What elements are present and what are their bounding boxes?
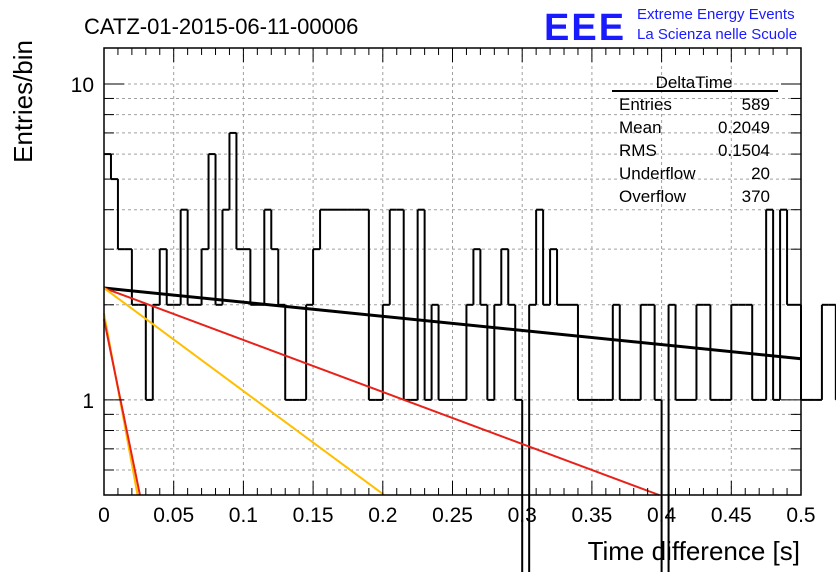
x-axis-label: Time difference [s]	[588, 536, 800, 566]
logo-line2: La Scienza nelle Scuole	[637, 26, 797, 43]
stats-row-label: Entries	[619, 95, 672, 114]
stats-row-value: 20	[751, 164, 770, 183]
fit-line	[103, 287, 660, 496]
stats-row-label: Mean	[619, 118, 662, 137]
stats-row-value: 0.1504	[718, 141, 770, 160]
x-tick-label: 0.3	[508, 504, 537, 527]
y-axis-label: Entries/bin	[8, 40, 38, 163]
stats-row-label: Underflow	[619, 164, 696, 183]
stats-title: DeltaTime	[656, 73, 733, 92]
x-tick-label: 0.5	[786, 504, 815, 527]
x-tick-labels: 0 0.05 0.1 0.15 0.2 0.25 0.3 0.35 0.4 0.45 0.5	[98, 504, 815, 527]
stats-row-value: 589	[742, 95, 770, 114]
stats-box: DeltaTime Entries 589 Mean 0.2049 RMS 0.1504 Un…	[612, 73, 778, 206]
logo-mark: EEE	[544, 7, 626, 49]
y-tick-label: 10	[71, 74, 94, 97]
x-tick-label: 0.15	[293, 504, 334, 527]
fit-line	[103, 287, 385, 496]
fit-line	[103, 286, 802, 361]
grid	[104, 48, 801, 495]
axes	[103, 47, 802, 496]
stats-row-value: 370	[742, 187, 770, 206]
fit-line	[103, 319, 141, 496]
stats-row-value: 0.2049	[718, 118, 770, 137]
x-tick-label: 0.1	[229, 504, 258, 527]
x-tick-label: 0.35	[571, 504, 612, 527]
logo-line1: Extreme Energy Events	[637, 6, 795, 23]
x-tick-label: 0.45	[711, 504, 752, 527]
fit-lines	[103, 286, 802, 496]
histogram	[104, 131, 836, 572]
y-tick-labels: 1 10	[71, 74, 94, 413]
x-tick-label: 0	[98, 504, 110, 527]
x-tick-label: 0.25	[432, 504, 473, 527]
eee-logo: EEE Extreme Energy Events La Scienza nel…	[544, 6, 797, 49]
chart-title: CATZ-01-2015-06-11-00006	[84, 14, 358, 39]
x-tick-label: 0.4	[647, 504, 677, 527]
stats-row-label: Overflow	[619, 187, 687, 206]
stats-row-label: RMS	[619, 141, 657, 160]
x-tick-label: 0.05	[153, 504, 194, 527]
y-tick-label: 1	[82, 390, 94, 413]
x-tick-label: 0.2	[368, 504, 397, 527]
